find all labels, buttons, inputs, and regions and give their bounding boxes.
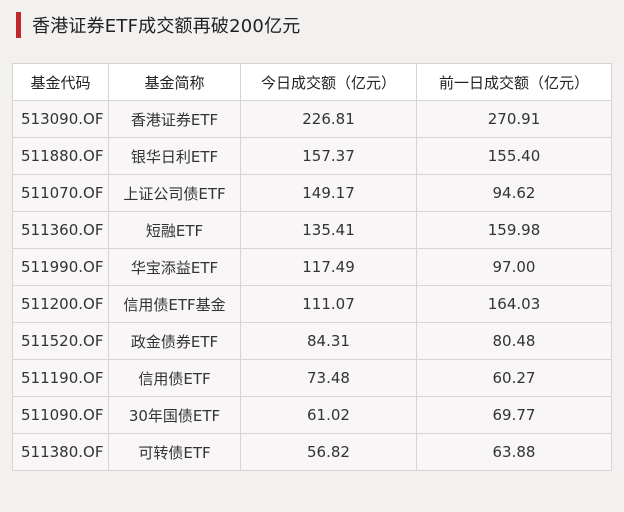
fund-code-cell: 513090.OF xyxy=(12,100,109,138)
prev-turnover-cell: 80.48 xyxy=(416,322,612,360)
header-fund-name: 基金简称 xyxy=(108,63,241,101)
fund-code-cell: 511190.OF xyxy=(12,359,109,397)
fund-name-cell: 香港证券ETF xyxy=(108,100,241,138)
today-turnover-cell: 73.48 xyxy=(240,359,417,397)
fund-name-cell: 华宝添益ETF xyxy=(108,248,241,286)
prev-turnover-cell: 60.27 xyxy=(416,359,612,397)
prev-turnover-cell: 155.40 xyxy=(416,137,612,175)
etf-turnover-table: 基金代码 基金简称 今日成交额（亿元） 前一日成交额（亿元） 513090.OF… xyxy=(12,63,612,471)
table-row: 511090.OF 30年国债ETF 61.02 69.77 xyxy=(12,396,612,434)
today-turnover-cell: 135.41 xyxy=(240,211,417,249)
table-row: 511520.OF 政金债券ETF 84.31 80.48 xyxy=(12,322,612,360)
fund-code-cell: 511380.OF xyxy=(12,433,109,471)
table-row: 511880.OF 银华日利ETF 157.37 155.40 xyxy=(12,137,612,175)
fund-name-cell: 30年国债ETF xyxy=(108,396,241,434)
table-row: 511990.OF 华宝添益ETF 117.49 97.00 xyxy=(12,248,612,286)
fund-name-cell: 短融ETF xyxy=(108,211,241,249)
fund-code-cell: 511360.OF xyxy=(12,211,109,249)
fund-name-cell: 银华日利ETF xyxy=(108,137,241,175)
fund-code-cell: 511990.OF xyxy=(12,248,109,286)
today-turnover-cell: 61.02 xyxy=(240,396,417,434)
today-turnover-cell: 157.37 xyxy=(240,137,417,175)
prev-turnover-cell: 69.77 xyxy=(416,396,612,434)
table-row: 511070.OF 上证公司债ETF 149.17 94.62 xyxy=(12,174,612,212)
fund-code-cell: 511200.OF xyxy=(12,285,109,323)
fund-code-cell: 511880.OF xyxy=(12,137,109,175)
fund-name-cell: 可转债ETF xyxy=(108,433,241,471)
prev-turnover-cell: 63.88 xyxy=(416,433,612,471)
table-header-row: 基金代码 基金简称 今日成交额（亿元） 前一日成交额（亿元） xyxy=(12,63,612,101)
fund-name-cell: 信用债ETF基金 xyxy=(108,285,241,323)
fund-code-cell: 511070.OF xyxy=(12,174,109,212)
header-prev-turnover: 前一日成交额（亿元） xyxy=(416,63,612,101)
today-turnover-cell: 117.49 xyxy=(240,248,417,286)
table-row: 511380.OF 可转债ETF 56.82 63.88 xyxy=(12,433,612,471)
page-title: 香港证券ETF成交额再破200亿元 xyxy=(32,16,301,37)
page-header: 香港证券ETF成交额再破200亿元 xyxy=(16,12,300,38)
table-row: 511360.OF 短融ETF 135.41 159.98 xyxy=(12,211,612,249)
fund-name-cell: 政金债券ETF xyxy=(108,322,241,360)
prev-turnover-cell: 270.91 xyxy=(416,100,612,138)
today-turnover-cell: 226.81 xyxy=(240,100,417,138)
today-turnover-cell: 56.82 xyxy=(240,433,417,471)
prev-turnover-cell: 159.98 xyxy=(416,211,612,249)
fund-code-cell: 511520.OF xyxy=(12,322,109,360)
today-turnover-cell: 149.17 xyxy=(240,174,417,212)
table-row: 513090.OF 香港证券ETF 226.81 270.91 xyxy=(12,100,612,138)
title-accent-bar xyxy=(16,12,21,38)
fund-code-cell: 511090.OF xyxy=(12,396,109,434)
prev-turnover-cell: 97.00 xyxy=(416,248,612,286)
today-turnover-cell: 111.07 xyxy=(240,285,417,323)
fund-name-cell: 上证公司债ETF xyxy=(108,174,241,212)
fund-name-cell: 信用债ETF xyxy=(108,359,241,397)
prev-turnover-cell: 164.03 xyxy=(416,285,612,323)
today-turnover-cell: 84.31 xyxy=(240,322,417,360)
header-fund-code: 基金代码 xyxy=(12,63,109,101)
table-row: 511190.OF 信用债ETF 73.48 60.27 xyxy=(12,359,612,397)
header-today-turnover: 今日成交额（亿元） xyxy=(240,63,417,101)
prev-turnover-cell: 94.62 xyxy=(416,174,612,212)
table-row: 511200.OF 信用债ETF基金 111.07 164.03 xyxy=(12,285,612,323)
